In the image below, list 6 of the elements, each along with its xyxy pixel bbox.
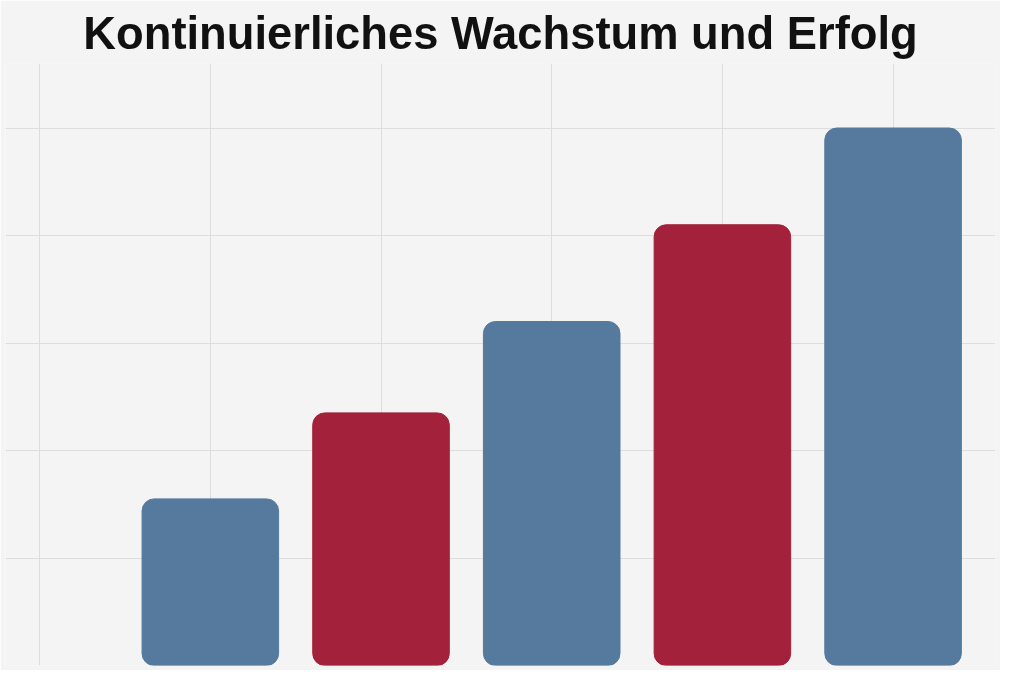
bar xyxy=(312,412,450,666)
bar xyxy=(141,498,280,666)
bar xyxy=(653,224,792,666)
chart-title: Kontinuierliches Wachstum und Erfolg xyxy=(83,7,918,59)
bar xyxy=(482,321,621,666)
bar xyxy=(824,127,962,666)
